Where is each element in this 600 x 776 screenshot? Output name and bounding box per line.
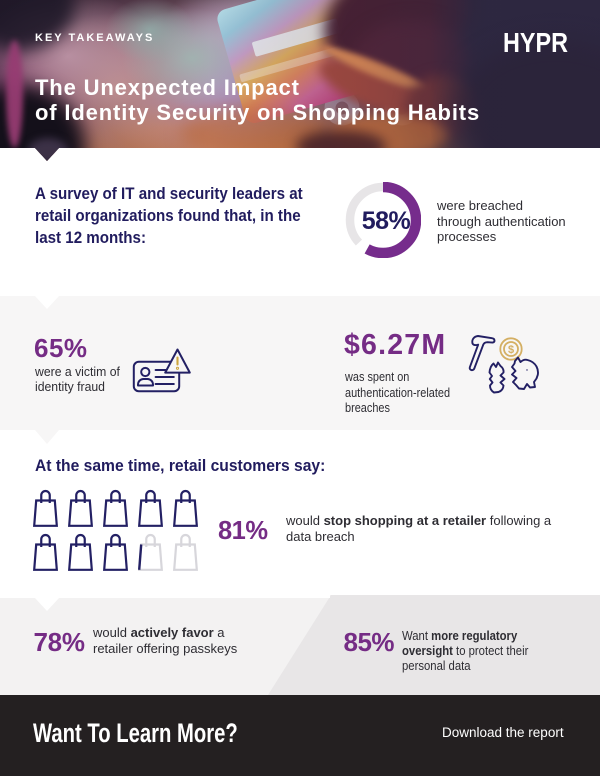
svg-text:$: $ — [508, 344, 514, 356]
